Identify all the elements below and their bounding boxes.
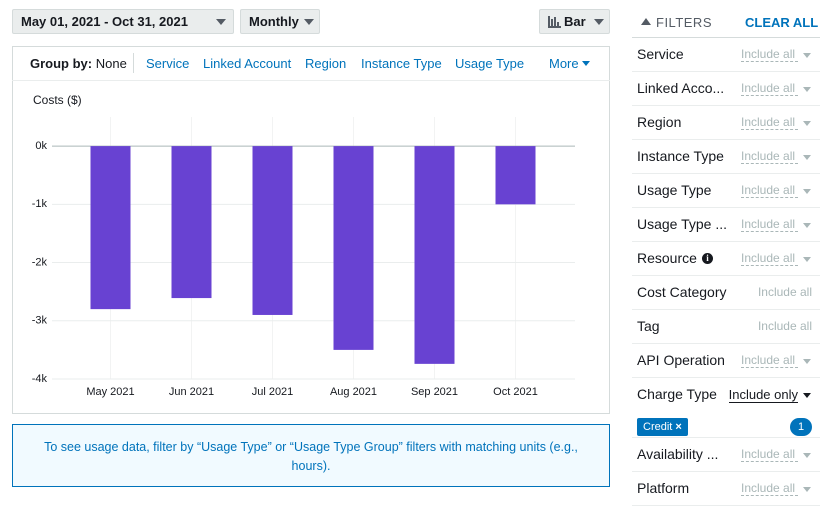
y-axis-label: Costs ($) [33,93,82,107]
chart: Costs ($) 0k -1k -2k -3k -4k May 2021 Jun 2021… [0,0,620,420]
filter-value: Include all [741,149,798,164]
filter-value: Include all [758,285,812,299]
info-text: To see usage data, filter by “Usage Type… [44,440,578,473]
filter-row[interactable]: Usage Type ... Include all [632,208,820,242]
bar [415,146,455,364]
filter-value: Include all [741,183,798,198]
x-tick-label: Aug 2021 [330,386,377,398]
dropdown-caret [803,155,811,160]
y-tick-label: -2k [32,256,48,268]
bar [172,146,212,298]
filter-name: Platform [637,480,689,496]
x-tick-label: Jun 2021 [169,386,214,398]
filter-row[interactable]: Region Include all [632,106,820,140]
bar [334,146,374,350]
filter-row[interactable]: Tag Include all [632,310,820,344]
x-tick-label: Jul 2021 [252,386,294,398]
clear-all[interactable]: CLEAR ALL [745,15,818,30]
filter-name: Region [637,114,681,130]
filter-name: Linked Acco... [637,80,724,96]
dropdown-caret [803,359,811,364]
filter-row[interactable]: Charge Type Include only Credit × 1 [632,378,820,438]
bar [253,146,293,315]
filter-name: Cost Category [637,284,726,300]
dropdown-caret [803,393,811,398]
filter-name: Resource [637,250,697,266]
info-box: To see usage data, filter by “Usage Type… [12,424,610,487]
filter-row[interactable]: Service Include all [632,38,820,72]
filter-name: API Operation [637,352,725,368]
filter-value: Include all [741,217,798,232]
dropdown-caret [803,189,811,194]
dropdown-caret [803,121,811,126]
filter-name: Instance Type [637,148,724,164]
filter-name: Usage Type ... [637,216,727,232]
filter-row[interactable]: Cost Category Include all [632,276,820,310]
filter-value: Include all [758,319,812,333]
chip-text: Credit [643,421,672,433]
filters-caret[interactable] [641,18,651,25]
filter-name: Availability ... [637,446,718,462]
bar [91,146,131,309]
filter-row[interactable]: Availability ... Include all [632,438,820,472]
filter-value: Include all [741,47,798,62]
filter-value: Include all [741,353,798,368]
filter-name: Service [637,46,684,62]
filter-name: Tag [637,318,660,334]
filter-name: Usage Type [637,182,711,198]
info-icon: i [702,253,713,264]
dropdown-caret [803,223,811,228]
filter-row[interactable]: Instance Type Include all [632,140,820,174]
dropdown-caret [803,53,811,58]
filter-value: Include all [741,81,798,96]
filter-name: Charge Type [637,386,717,402]
y-tick-label: -1k [32,198,48,210]
dropdown-caret [803,87,811,92]
filters-header: FILTERS [656,15,712,30]
filter-value: Include all [741,115,798,130]
filter-value: Include all [741,251,798,266]
filter-value: Include only [729,387,798,403]
filter-row[interactable]: Resource i Include all [632,242,820,276]
x-tick-label: Sep 2021 [411,386,458,398]
dropdown-caret [803,487,811,492]
dropdown-caret [803,257,811,262]
bar [496,146,536,204]
filter-row[interactable]: Linked Acco... Include all [632,72,820,106]
filter-chip[interactable]: Credit × [637,418,688,436]
filter-row[interactable]: Platform Include all [632,472,820,506]
y-tick-label: 0k [35,140,47,152]
x-tick-label: Oct 2021 [493,386,538,398]
x-tick-label: May 2021 [86,386,134,398]
y-tick-label: -3k [32,315,48,327]
filter-value: Include all [741,481,798,496]
chip-remove[interactable]: × [672,421,681,433]
count-badge: 1 [790,418,812,436]
y-tick-label: -4k [32,373,48,385]
dropdown-caret [803,453,811,458]
filter-row[interactable]: API Operation Include all [632,344,820,378]
filter-value: Include all [741,447,798,462]
filter-row[interactable]: Usage Type Include all [632,174,820,208]
